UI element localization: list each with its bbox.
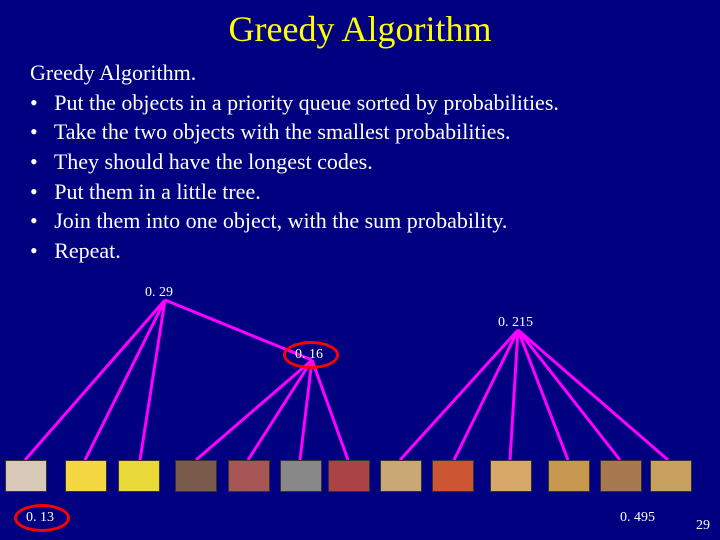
slide-title: Greedy Algorithm	[0, 0, 720, 50]
leaf-image	[432, 460, 474, 492]
tree-label: 0. 215	[498, 315, 533, 331]
leaf-image	[228, 460, 270, 492]
bullet-item: They should have the longest codes.	[30, 147, 690, 177]
bullet-item: Put the objects in a priority queue sort…	[30, 88, 690, 118]
intro-line: Greedy Algorithm.	[30, 58, 690, 88]
leaf-image	[548, 460, 590, 492]
leaf-image	[600, 460, 642, 492]
leaf-image	[328, 460, 370, 492]
leaf-image	[65, 460, 107, 492]
highlight-circle	[14, 504, 70, 532]
leaf-image	[280, 460, 322, 492]
bullet-item: Repeat.	[30, 236, 690, 266]
slide-content: Greedy Algorithm. Put the objects in a p…	[0, 50, 720, 266]
leaf-image	[650, 460, 692, 492]
leaf-image	[118, 460, 160, 492]
tree-label: 0. 495	[620, 510, 655, 526]
leaf-image	[5, 460, 47, 492]
slide-number: 29	[696, 518, 710, 534]
highlight-circle	[283, 341, 339, 369]
tree-label: 0. 29	[145, 285, 173, 301]
leaf-image	[380, 460, 422, 492]
tree-diagram: 0. 290. 2150. 160. 130. 495	[0, 285, 720, 540]
bullet-item: Join them into one object, with the sum …	[30, 206, 690, 236]
bullet-item: Put them in a little tree.	[30, 177, 690, 207]
leaf-image	[490, 460, 532, 492]
bullet-list: Put the objects in a priority queue sort…	[30, 88, 690, 266]
bullet-item: Take the two objects with the smallest p…	[30, 117, 690, 147]
leaf-image	[175, 460, 217, 492]
